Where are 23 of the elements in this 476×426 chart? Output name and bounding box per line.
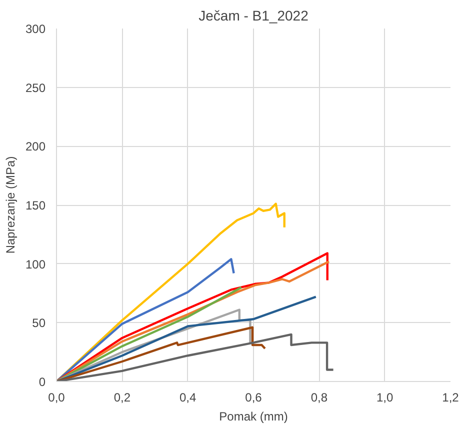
x-axis-title: Pomak (mm) xyxy=(219,410,288,424)
x-tick-label: 0,2 xyxy=(114,390,131,404)
chart-title: Ječam - B1_2022 xyxy=(198,8,309,24)
y-axis-title: Naprezanje (MPa) xyxy=(3,156,18,254)
y-tick-label: 250 xyxy=(25,80,46,95)
line-series xyxy=(56,296,317,382)
y-tick-label: 50 xyxy=(32,316,46,330)
x-tick-label: 0,4 xyxy=(179,390,196,404)
y-tick-label: 150 xyxy=(25,198,46,212)
line-series xyxy=(56,326,266,382)
x-tick-label: 0,8 xyxy=(310,390,328,404)
line-series xyxy=(56,258,235,382)
x-tick-label: 1,2 xyxy=(442,390,460,404)
y-tick-label: 300 xyxy=(25,22,46,36)
line-series xyxy=(56,286,242,382)
y-tick-label: 200 xyxy=(25,140,46,154)
x-tick-label: 0,6 xyxy=(245,390,262,404)
y-tick-label: 100 xyxy=(25,257,46,272)
x-tick-label: 0,0 xyxy=(48,390,66,404)
line-series xyxy=(56,308,252,382)
y-tick-label: 0 xyxy=(38,375,46,389)
x-tick-label: 1,0 xyxy=(376,390,394,404)
line-series xyxy=(56,333,334,382)
